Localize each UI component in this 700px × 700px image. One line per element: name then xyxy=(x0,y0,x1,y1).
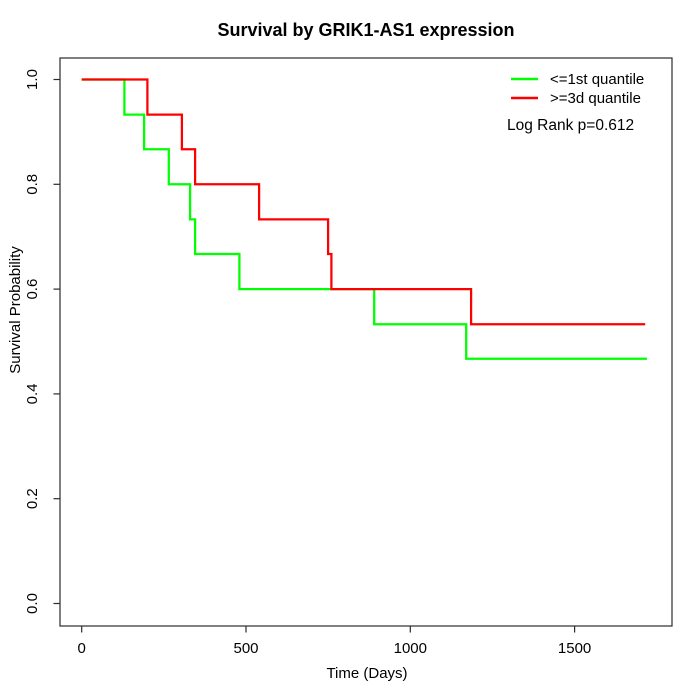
x-tick-label-0: 0 xyxy=(78,640,86,657)
x-axis-label: Time (Days) xyxy=(326,665,407,682)
x-tick-label-1000: 1000 xyxy=(394,640,427,657)
legend-label-third-quantile: >=3d quantile xyxy=(550,90,641,107)
y-axis-label: Survival Probability xyxy=(7,246,24,374)
legend-label-first-quantile: <=1st quantile xyxy=(550,71,644,88)
chart-title: Survival by GRIK1-AS1 expression xyxy=(217,20,514,40)
x-tick-label-1500: 1500 xyxy=(558,640,591,657)
survival-curve-3d-quantile xyxy=(81,78,646,326)
y-tick-label-0.2: 0.2 xyxy=(24,488,41,509)
plot-frame xyxy=(59,57,673,627)
survival-curve-1st-quantile xyxy=(81,78,647,360)
log-rank-p-value: Log Rank p=0.612 xyxy=(507,117,634,134)
y-tick-label-0.4: 0.4 xyxy=(24,383,41,404)
legend: <=1st quantile >=3d quantile Log Rank p=… xyxy=(507,71,644,134)
x-tick-label-500: 500 xyxy=(233,640,258,657)
y-tick-label-0.0: 0.0 xyxy=(24,593,41,614)
y-tick-label-0.6: 0.6 xyxy=(24,279,41,300)
y-tick-label-0.8: 0.8 xyxy=(24,174,41,195)
y-tick-label-1.0: 1.0 xyxy=(24,69,41,90)
